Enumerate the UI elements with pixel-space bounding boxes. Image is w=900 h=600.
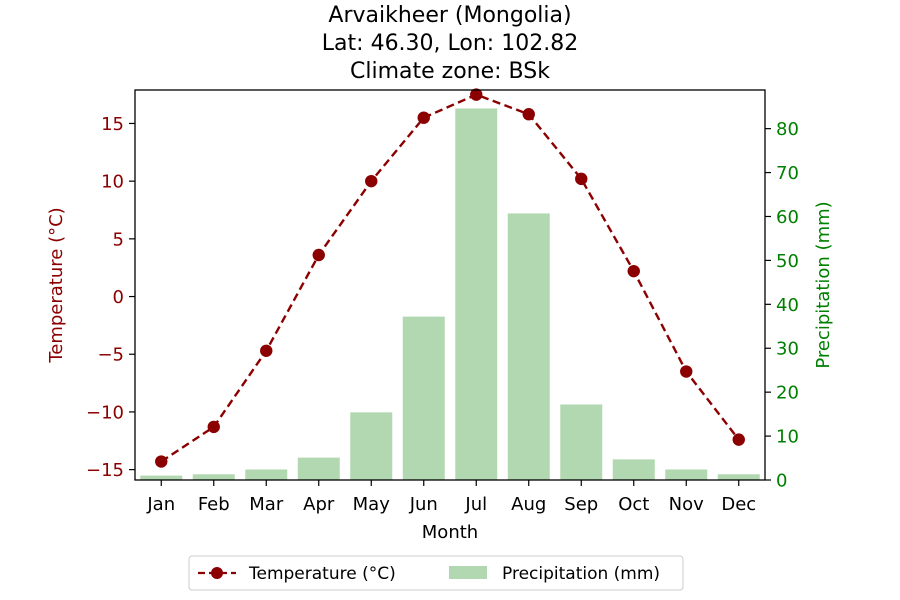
x-tick-label-oct: Oct [618, 494, 649, 515]
right-tick-label: 80 [776, 119, 799, 140]
right-tick-label: 30 [776, 339, 799, 360]
x-tick-label-apr: Apr [303, 494, 335, 515]
left-tick-label: −10 [86, 402, 124, 423]
right-tick-label: 10 [776, 427, 799, 448]
temperature-point-nov [680, 365, 693, 378]
x-tick-label-mar: Mar [249, 494, 284, 515]
title-line-climate-zone: Climate zone: BSk [350, 59, 550, 84]
left-tick-label: −15 [86, 460, 124, 481]
left-tick-label: 15 [101, 114, 124, 135]
temperature-point-jul [470, 88, 483, 101]
temperature-point-feb [207, 420, 220, 434]
legend-entry-precipitation: Precipitation (mm) [449, 564, 660, 584]
precipitation-bar-aug [507, 213, 550, 480]
temperature-point-oct [627, 264, 640, 278]
legend-label-temperature: Temperature (°C) [248, 564, 396, 584]
x-tick-label-dec: Dec [721, 494, 756, 515]
temperature-point-may [365, 174, 378, 188]
precipitation-bar-may [350, 412, 393, 480]
precipitation-bar-apr [297, 457, 340, 480]
x-tick-label-may: May [353, 494, 391, 515]
precipitation-bars [140, 108, 760, 480]
plot-frame [134, 89, 766, 481]
temperature-point-sep [575, 172, 588, 186]
right-axis-label: Precipitation (mm) [813, 201, 834, 368]
temperature-point-jan [155, 455, 168, 468]
title-line-location: Arvaikheer (Mongolia) [328, 3, 571, 28]
left-tick-label: 0 [113, 287, 124, 308]
legend-label-precipitation: Precipitation (mm) [502, 564, 660, 584]
title-line-coordinates: Lat: 46.30, Lon: 102.82 [322, 31, 578, 56]
right-tick-label: 0 [776, 471, 787, 492]
precipitation-bar-oct [612, 459, 655, 480]
temperature-point-dec [732, 433, 745, 446]
left-tick-label: −5 [97, 345, 124, 366]
legend-entry-temperature: Temperature (°C) [198, 564, 396, 584]
right-tick-label: 40 [776, 295, 799, 316]
x-tick-label-jan: Jan [146, 494, 175, 515]
precipitation-bar-jul [455, 108, 498, 480]
x-axis-label: Month [422, 522, 478, 543]
x-tick-label-sep: Sep [564, 494, 598, 515]
temperature-point-jun [417, 111, 430, 124]
x-tick-label-jul: Jul [464, 494, 487, 515]
precipitation-bar-dec [717, 474, 760, 480]
precipitation-bar-nov [665, 469, 708, 480]
x-tick-label-nov: Nov [669, 494, 704, 515]
right-axis-ticks: 0 10 20 30 40 50 60 70 80 [765, 119, 799, 492]
x-tick-label-jun: Jun [409, 494, 438, 515]
right-tick-label: 20 [776, 383, 799, 404]
precipitation-bar-mar [245, 469, 288, 480]
x-tick-label-feb: Feb [198, 494, 230, 515]
chart-title: Arvaikheer (Mongolia) Lat: 46.30, Lon: 1… [322, 3, 578, 84]
left-axis-ticks: −15 −10 −5 0 5 10 15 [86, 114, 135, 481]
x-tick-label-aug: Aug [511, 494, 546, 515]
legend-box [188, 555, 684, 591]
left-axis-label: Temperature (°C) [46, 207, 67, 363]
right-tick-label: 70 [776, 163, 799, 184]
precipitation-bar-feb [192, 474, 235, 480]
x-axis-ticks: Jan Feb Mar Apr May Jun Jul Aug Sep Oct Nov Dec [146, 480, 756, 515]
temperature-point-mar [260, 344, 273, 357]
left-tick-label: 5 [113, 229, 124, 250]
precipitation-bar-sep [560, 404, 603, 480]
right-tick-label: 50 [776, 251, 799, 272]
temperature-line [160, 93, 740, 463]
temperature-point-apr [312, 248, 325, 262]
legend-marker-swatch [211, 567, 223, 579]
left-tick-label: 10 [101, 172, 124, 193]
legend: Temperature (°C) Precipitation (mm) [188, 555, 684, 591]
precipitation-bar-jun [402, 316, 445, 480]
temperature-line-series [155, 88, 745, 468]
precipitation-bar-jan [140, 475, 183, 480]
legend-bar-swatch [449, 566, 487, 579]
temperature-point-aug [522, 108, 535, 121]
right-tick-label: 60 [776, 207, 799, 228]
